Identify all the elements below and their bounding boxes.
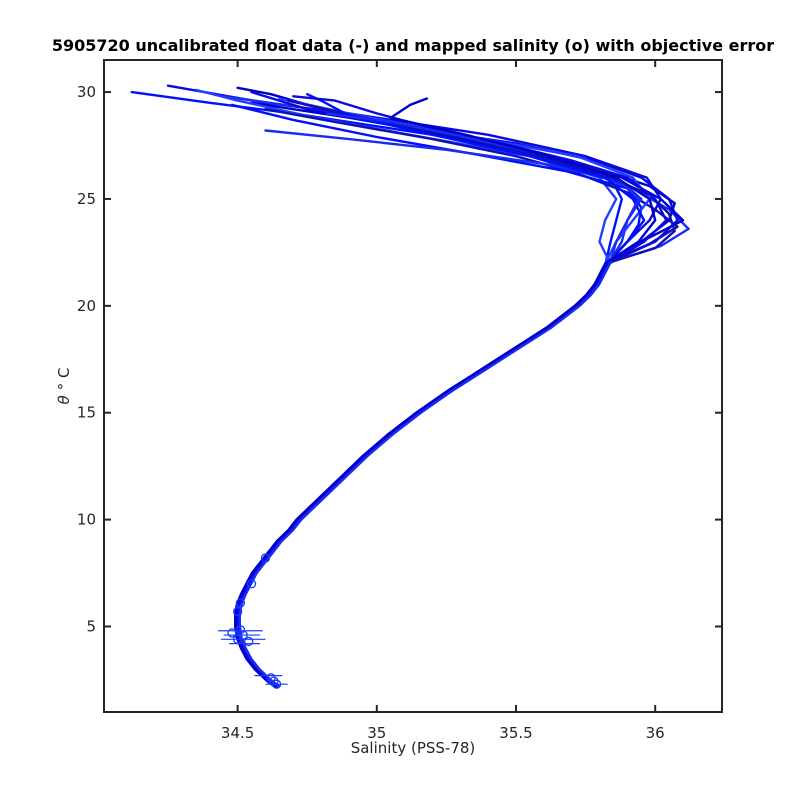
mapped-salinity-point-7	[235, 598, 246, 608]
y-tick-label: 25	[77, 190, 96, 208]
profile-line-9	[237, 129, 643, 688]
x-tick-label: 36	[646, 724, 665, 742]
y-axis-label-symbol: θ	[55, 395, 73, 404]
y-tick-label: 20	[77, 297, 96, 315]
y-tick-label: 30	[77, 83, 96, 101]
profile-line-16	[234, 97, 657, 688]
x-axis-label: Salinity (PSS-78)	[351, 739, 476, 757]
mapped-salinity-point-8	[246, 579, 257, 589]
y-tick-label: 10	[77, 511, 96, 529]
chart-title: 5905720 uncalibrated float data (-) and …	[52, 36, 774, 55]
y-axis: 5 10 15 20 25 30	[77, 83, 722, 635]
plot-frame	[103, 59, 723, 713]
y-axis-label: θ ° C	[55, 368, 73, 405]
y-tick-label: 15	[77, 404, 96, 422]
profile-line-5	[194, 88, 618, 688]
mapped-salinity-point-5	[235, 625, 246, 635]
x-tick-label: 34.5	[221, 724, 254, 742]
x-tick-label: 35.5	[499, 724, 532, 742]
plot-marks	[130, 84, 690, 689]
profile-line-15	[238, 112, 640, 688]
mapped-salinity-point-10	[266, 673, 276, 683]
x-axis: 34.5 35 35.5 36	[221, 60, 665, 742]
y-tick-label: 5	[86, 617, 96, 635]
mapped-salinity-point-6	[232, 606, 243, 617]
profile-line-1	[130, 90, 623, 688]
mapped-salinity-point-3	[232, 634, 243, 644]
mapped-salinity-point-12	[269, 676, 279, 686]
mapped-salinity-point-9	[260, 553, 271, 563]
mapped-salinity-point-11	[271, 679, 282, 689]
profile-line-7	[230, 103, 643, 688]
mapped-salinity-point-1	[227, 628, 237, 638]
y-axis-label-unit: ° C	[55, 368, 73, 391]
profile-line-13	[236, 92, 646, 688]
mapped-salinity-point-4	[244, 636, 254, 647]
profile-line-6	[234, 107, 679, 688]
profile-line-11	[234, 97, 651, 688]
x-tick-label: 35	[367, 724, 386, 742]
